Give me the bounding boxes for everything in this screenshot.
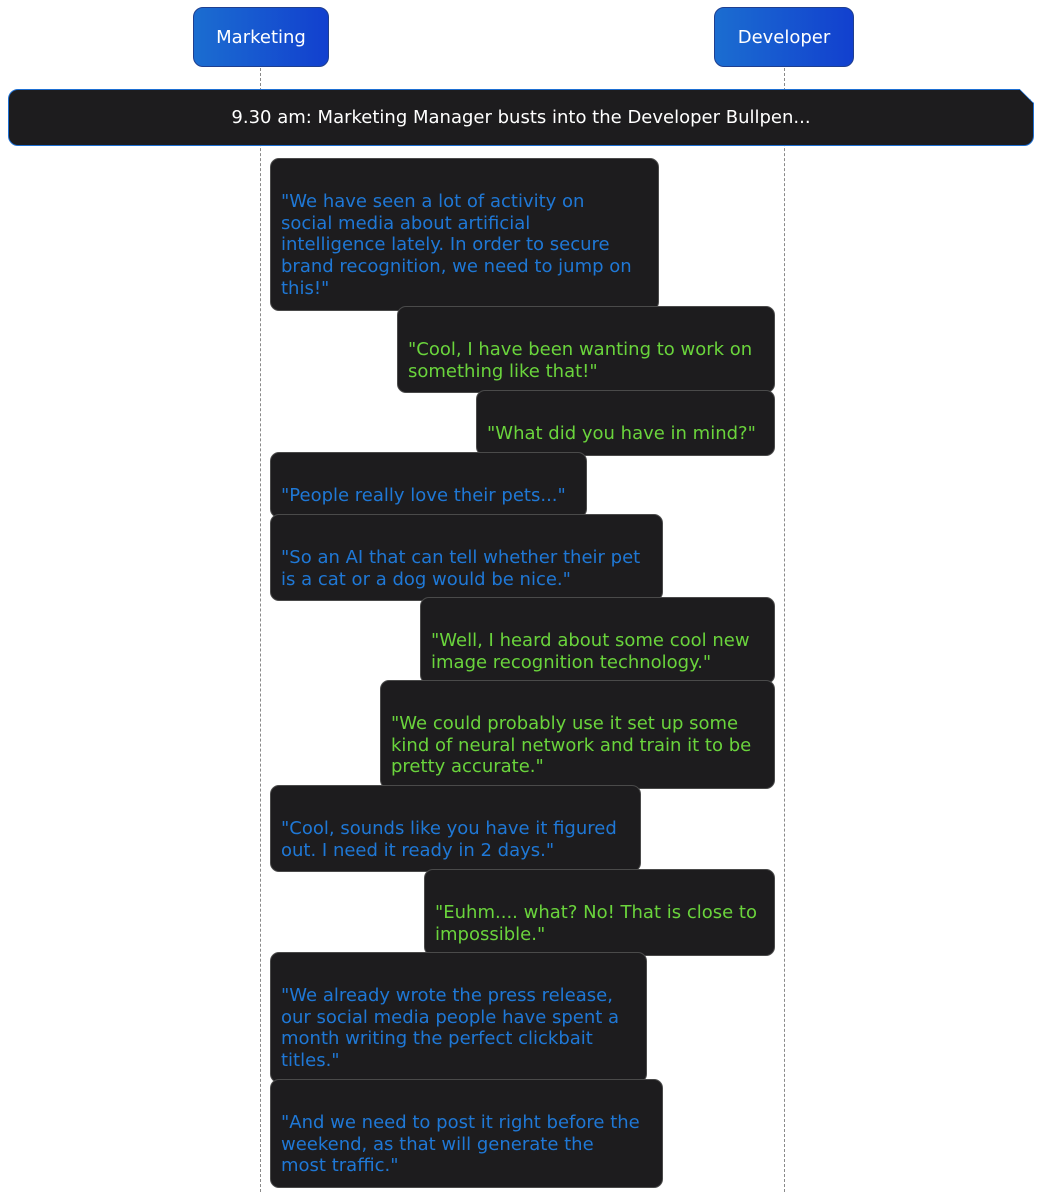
message-bubble-marketing: "Cool, sounds like you have it figured o… — [270, 785, 641, 873]
scene-note: 9.30 am: Marketing Manager busts into th… — [8, 89, 1034, 146]
message-text: "We could probably use it set up some ki… — [391, 712, 752, 778]
message-text: "Cool, I have been wanting to work on so… — [408, 338, 753, 382]
message-text: "Well, I heard about some cool new image… — [431, 629, 750, 673]
message-text: "And we need to post it right before the… — [281, 1111, 640, 1177]
message-bubble-developer: "Well, I heard about some cool new image… — [420, 597, 775, 685]
developer-lifeline — [784, 68, 785, 1192]
marketing-lifeline — [260, 68, 261, 1192]
note-fold-corner — [1020, 89, 1034, 103]
message-text: "What did you have in mind?" — [487, 422, 756, 444]
message-bubble-developer: "We could probably use it set up some ki… — [380, 680, 775, 790]
message-bubble-marketing: "We have seen a lot of activity on socia… — [270, 158, 659, 311]
participant-marketing: Marketing — [193, 7, 329, 67]
message-bubble-marketing: "People really love their pets..." — [270, 452, 587, 518]
message-text: "We already wrote the press release, our… — [281, 984, 620, 1072]
message-text: "So an AI that can tell whether their pe… — [281, 546, 641, 590]
message-text: "Euhm.... what? No! That is close to imp… — [435, 901, 757, 945]
message-bubble-marketing: "We already wrote the press release, our… — [270, 952, 647, 1083]
message-bubble-developer: "Cool, I have been wanting to work on so… — [397, 306, 775, 394]
message-text: "Cool, sounds like you have it figured o… — [281, 817, 617, 861]
message-bubble-developer: "What did you have in mind?" — [476, 390, 775, 456]
participant-developer: Developer — [714, 7, 854, 67]
message-bubble-marketing: "So an AI that can tell whether their pe… — [270, 514, 663, 602]
scene-note-text: 9.30 am: Marketing Manager busts into th… — [231, 107, 811, 128]
participant-marketing-label: Marketing — [216, 26, 306, 48]
message-bubble-marketing: "And we need to post it right before the… — [270, 1079, 663, 1189]
message-text: "People really love their pets..." — [281, 484, 566, 506]
message-bubble-developer: "Euhm.... what? No! That is close to imp… — [424, 869, 775, 957]
participant-developer-label: Developer — [737, 26, 831, 48]
message-text: "We have seen a lot of activity on socia… — [281, 190, 632, 299]
